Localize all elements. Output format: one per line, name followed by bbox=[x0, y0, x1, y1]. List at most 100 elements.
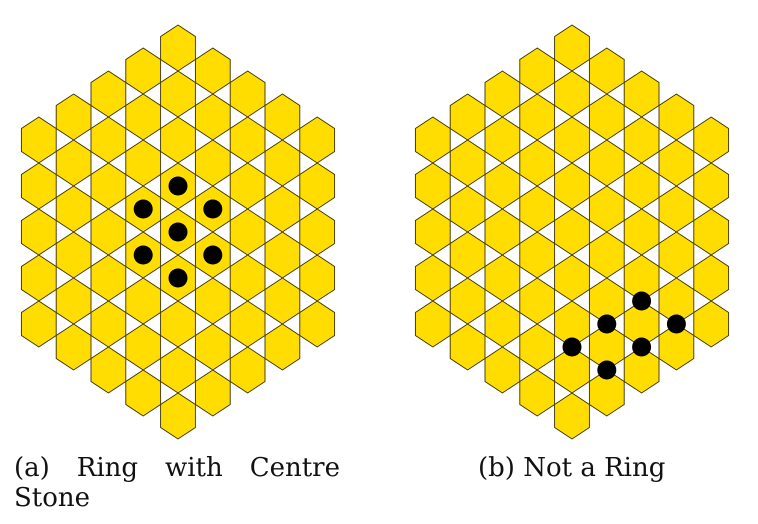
hex-cell bbox=[160, 346, 196, 394]
hex-cell bbox=[484, 208, 521, 256]
hex-cell bbox=[414, 116, 451, 164]
hex-cell bbox=[414, 208, 451, 256]
hex-cell bbox=[229, 254, 266, 302]
caption-b: (b) Not a Ring bbox=[478, 453, 665, 483]
hex-cell bbox=[449, 93, 486, 141]
hex-cell bbox=[519, 277, 556, 325]
black-stone bbox=[597, 360, 617, 380]
hex-cell bbox=[55, 139, 92, 187]
hex-cell bbox=[449, 185, 486, 233]
black-stone bbox=[597, 314, 617, 334]
black-stone bbox=[203, 199, 223, 219]
hex-cell bbox=[554, 208, 590, 256]
hex-cell bbox=[125, 323, 162, 371]
hex-cell bbox=[20, 208, 57, 256]
hex-cell bbox=[484, 254, 521, 302]
hex-cell bbox=[194, 323, 231, 371]
hex-cell bbox=[519, 369, 556, 417]
hex-cell bbox=[194, 277, 231, 325]
hex-cell bbox=[519, 231, 556, 279]
hex-cell bbox=[125, 139, 162, 187]
black-stone bbox=[666, 314, 686, 334]
hex-cell bbox=[414, 300, 451, 348]
caption-a-word-3: Centre bbox=[249, 453, 340, 483]
hex-cell bbox=[299, 116, 336, 164]
hex-cell bbox=[20, 162, 57, 210]
hex-cell bbox=[449, 323, 486, 371]
caption-a-word-1: Ring bbox=[76, 453, 139, 483]
caption-b-text: Not a Ring bbox=[523, 453, 666, 483]
hex-board-a bbox=[20, 24, 336, 440]
hex-cell bbox=[484, 162, 521, 210]
black-stone bbox=[203, 245, 223, 265]
black-stone bbox=[168, 268, 188, 288]
hex-cell bbox=[554, 24, 590, 72]
hex-cell bbox=[693, 254, 730, 302]
hex-cell bbox=[20, 254, 57, 302]
black-stone bbox=[133, 245, 153, 265]
hex-cell bbox=[20, 116, 57, 164]
hex-cell bbox=[658, 93, 695, 141]
hex-cell bbox=[160, 116, 196, 164]
hex-cell bbox=[55, 277, 92, 325]
hex-cell bbox=[484, 346, 521, 394]
hex-cell bbox=[264, 139, 301, 187]
black-stone bbox=[168, 222, 188, 242]
hex-cell bbox=[693, 116, 730, 164]
hex-cell bbox=[264, 185, 301, 233]
hex-cell bbox=[299, 300, 336, 348]
caption-a: (a) Ring with Centre Stone bbox=[14, 453, 340, 513]
hex-cell bbox=[55, 93, 92, 141]
hex-cell bbox=[554, 116, 590, 164]
hex-cell bbox=[554, 254, 590, 302]
hex-cell bbox=[229, 70, 266, 118]
hex-cell bbox=[449, 277, 486, 325]
hex-cell bbox=[623, 70, 660, 118]
hex-cell bbox=[55, 323, 92, 371]
caption-a-label: (a) bbox=[14, 453, 50, 483]
hex-cell bbox=[519, 93, 556, 141]
hex-cell bbox=[484, 300, 521, 348]
hex-cell bbox=[20, 300, 57, 348]
hex-cell bbox=[90, 116, 127, 164]
hex-cell bbox=[90, 300, 127, 348]
hex-cell bbox=[90, 208, 127, 256]
hex-cell bbox=[588, 139, 625, 187]
hex-cell bbox=[623, 208, 660, 256]
hex-cell bbox=[194, 139, 231, 187]
hex-cell bbox=[519, 323, 556, 371]
hex-board-b bbox=[414, 24, 730, 440]
hex-cell bbox=[194, 369, 231, 417]
hex-cell bbox=[264, 231, 301, 279]
black-stone bbox=[562, 337, 582, 357]
hex-cell bbox=[160, 300, 196, 348]
hex-cell bbox=[160, 24, 196, 72]
hex-cell bbox=[264, 323, 301, 371]
hex-cell bbox=[484, 70, 521, 118]
black-stone bbox=[632, 291, 652, 311]
hex-cell bbox=[623, 116, 660, 164]
black-stone bbox=[168, 176, 188, 196]
black-stone bbox=[632, 337, 652, 357]
hex-cell bbox=[264, 277, 301, 325]
hex-cell bbox=[484, 116, 521, 164]
hex-cell bbox=[658, 185, 695, 233]
hex-cell bbox=[160, 70, 196, 118]
hex-cell bbox=[264, 93, 301, 141]
hex-cell bbox=[125, 369, 162, 417]
hex-cell bbox=[588, 231, 625, 279]
caption-b-label: (b) bbox=[478, 453, 515, 483]
caption-a-line-2: Stone bbox=[14, 483, 91, 513]
hex-cell bbox=[299, 208, 336, 256]
hex-cell bbox=[90, 346, 127, 394]
hex-cell bbox=[90, 254, 127, 302]
hex-cell bbox=[90, 162, 127, 210]
hex-cell bbox=[693, 162, 730, 210]
hex-cell bbox=[519, 185, 556, 233]
hex-cell bbox=[588, 185, 625, 233]
hex-cell bbox=[55, 185, 92, 233]
hex-cell bbox=[229, 208, 266, 256]
hex-cell bbox=[588, 93, 625, 141]
hex-cell bbox=[554, 70, 590, 118]
hex-cell bbox=[623, 162, 660, 210]
